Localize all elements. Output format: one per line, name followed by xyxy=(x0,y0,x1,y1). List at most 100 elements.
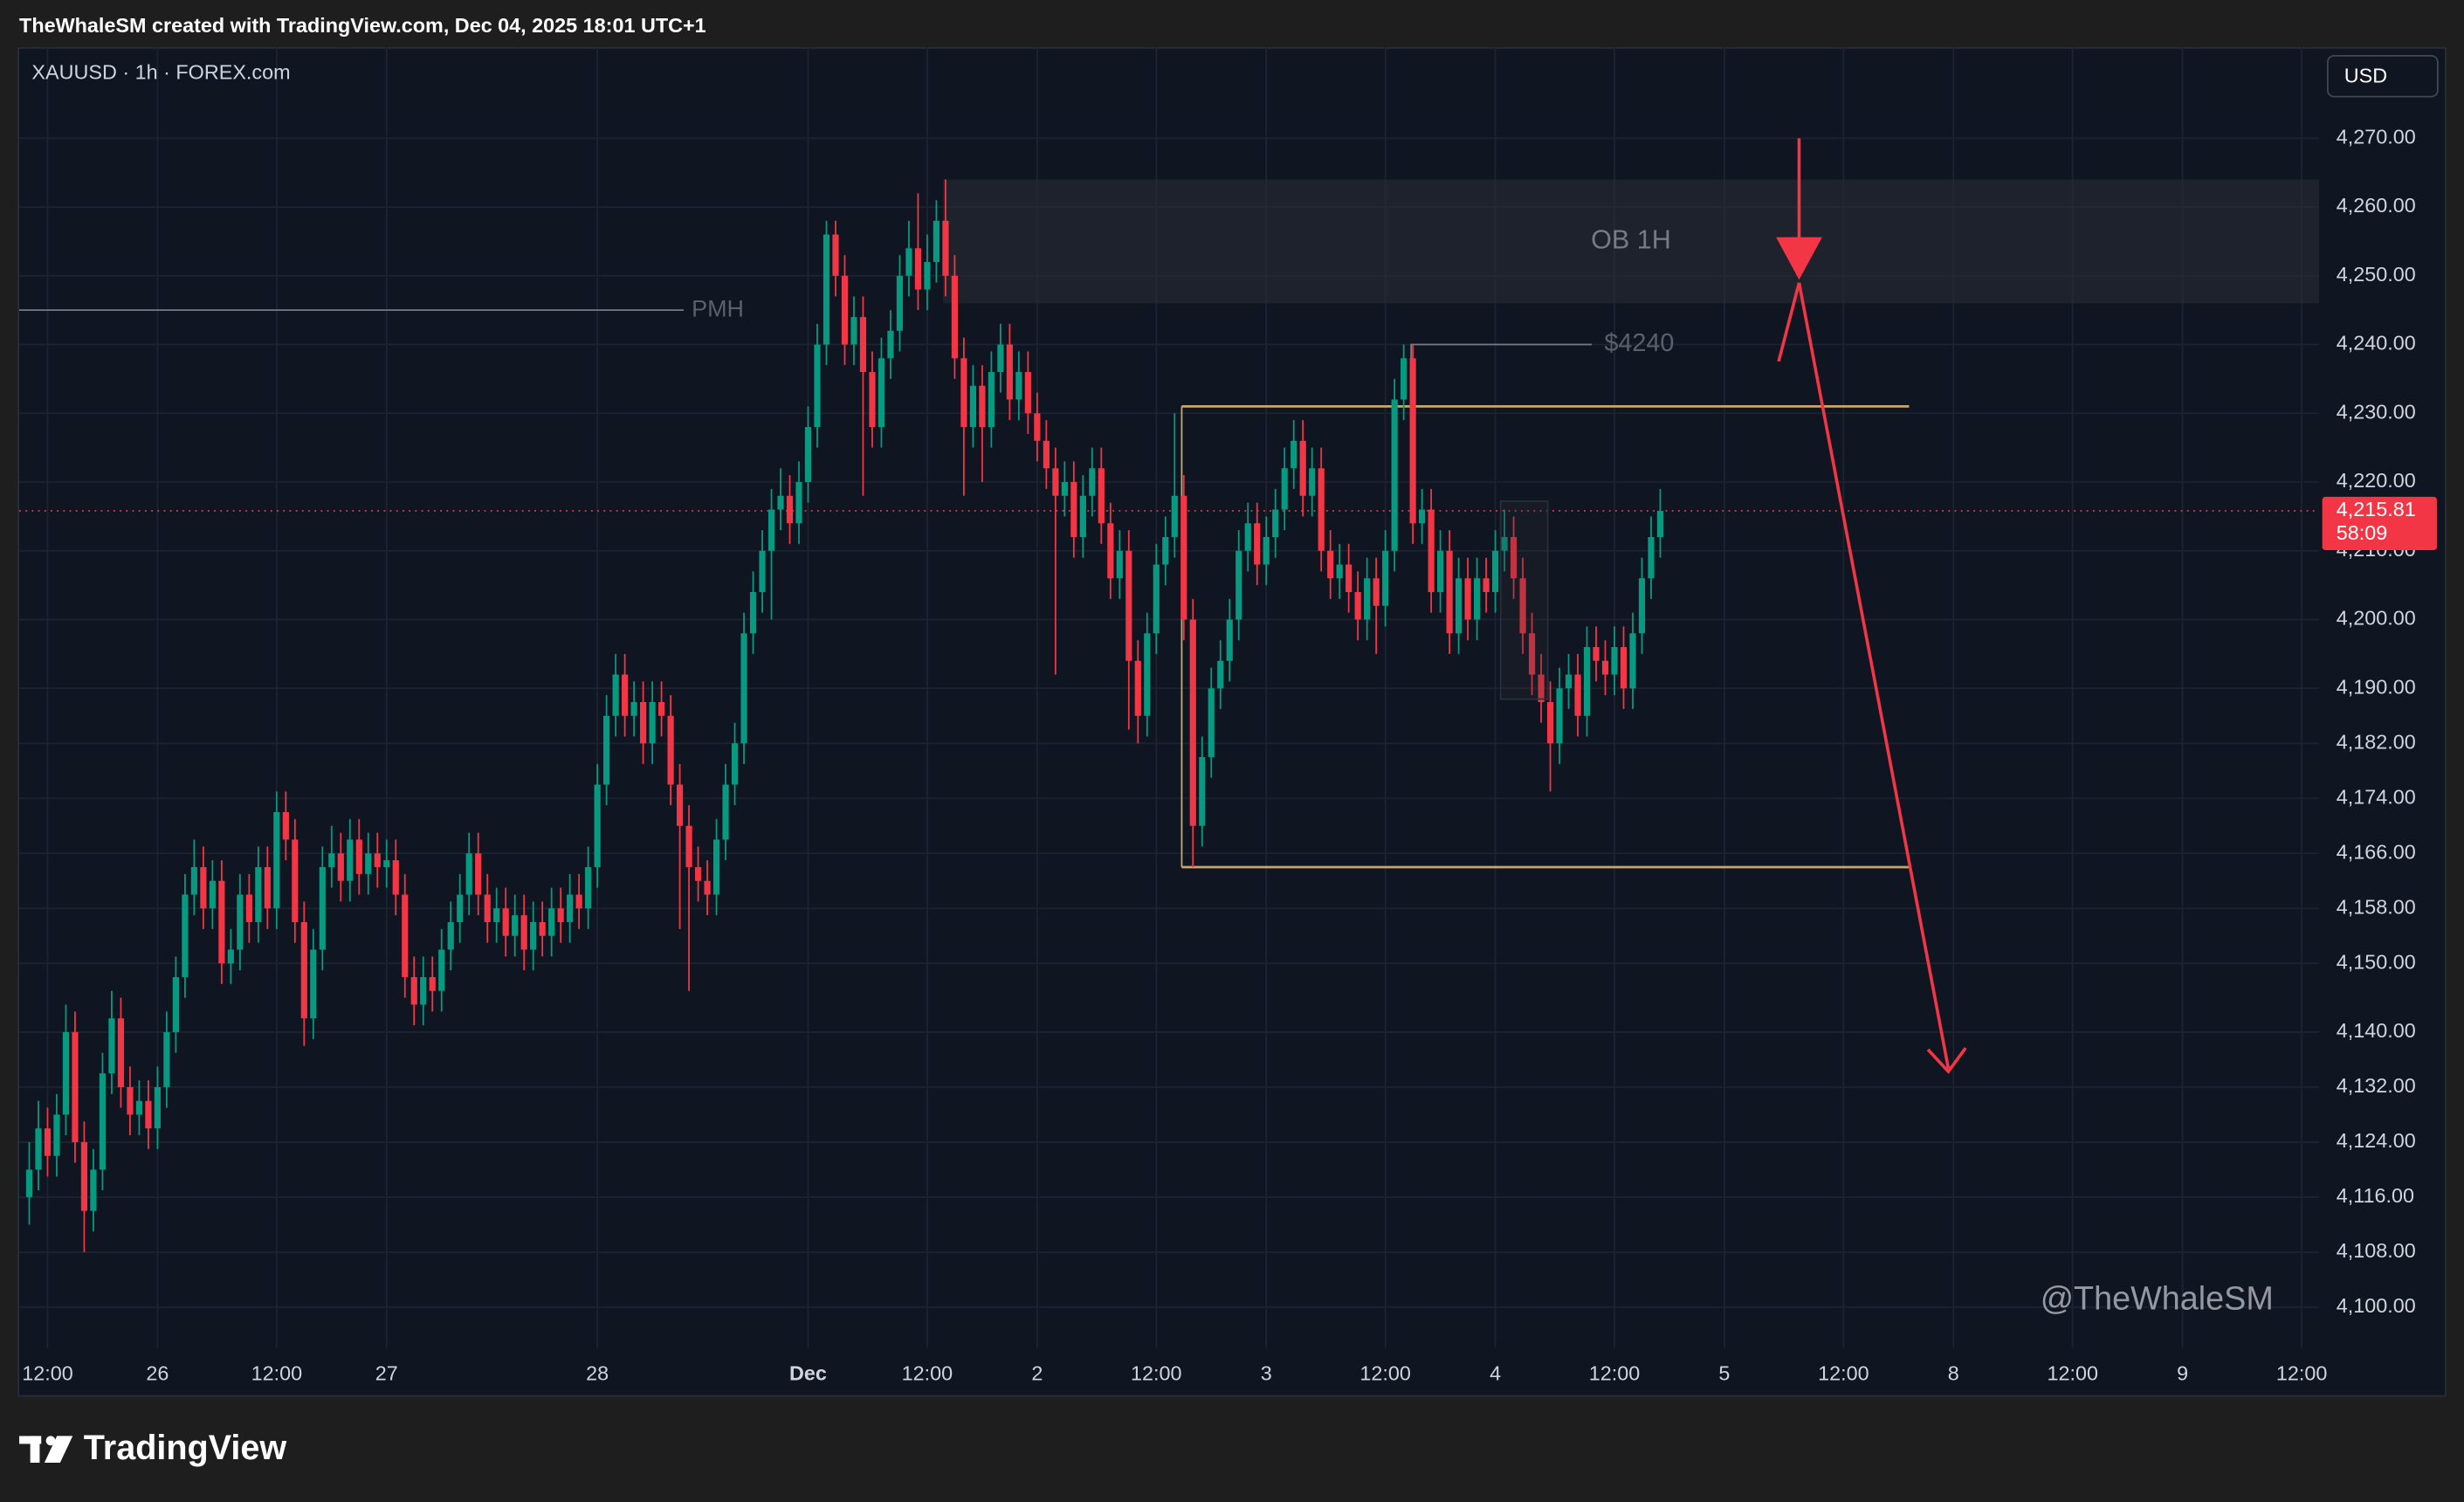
header-text: TheWhaleSM created with TradingView.com,… xyxy=(19,14,706,37)
candle-body xyxy=(1299,440,1306,496)
candle-body xyxy=(804,427,812,483)
y-tick-label: 4,260.00 xyxy=(2337,194,2416,217)
candle-body xyxy=(814,344,821,428)
annotations xyxy=(19,179,2320,869)
candle-body xyxy=(887,330,894,359)
x-tick-label: 12:00 xyxy=(1589,1361,1640,1384)
currency-button[interactable] xyxy=(2327,54,2439,98)
candle-body xyxy=(759,550,766,592)
x-tick-label: 9 xyxy=(2177,1361,2188,1384)
candle-body xyxy=(190,866,197,895)
candle-body xyxy=(1052,468,1059,496)
candle-body xyxy=(1263,537,1270,565)
candle-body xyxy=(1510,537,1518,579)
candle-body xyxy=(1107,523,1114,579)
candle-body xyxy=(1546,701,1554,744)
candle-body xyxy=(1098,468,1105,524)
candle-body xyxy=(292,839,299,922)
candle-body xyxy=(310,949,317,1019)
candle-body xyxy=(942,220,949,276)
candle-body xyxy=(1620,646,1628,689)
x-tick-label: 12:00 xyxy=(251,1361,303,1384)
candle-body xyxy=(749,591,757,634)
candle-body xyxy=(1134,660,1141,716)
candle-body xyxy=(960,358,967,428)
candle-body xyxy=(685,825,692,867)
candle-body xyxy=(777,495,784,510)
candle-body xyxy=(273,811,280,909)
candle-body xyxy=(767,509,775,551)
level-line xyxy=(1410,343,1593,365)
candle-body xyxy=(676,784,684,826)
candle-body xyxy=(896,275,904,331)
candle-body xyxy=(1629,633,1636,689)
candle-body xyxy=(264,866,271,909)
candle-body xyxy=(1318,468,1325,551)
candle-body xyxy=(1180,495,1187,620)
y-tick-label: 4,174.00 xyxy=(2337,785,2416,808)
candle-body xyxy=(1601,660,1609,675)
candle-body xyxy=(630,701,637,716)
x-tick-label: 12:00 xyxy=(2276,1361,2328,1384)
candle-body xyxy=(35,1128,42,1170)
candles xyxy=(25,179,1664,1252)
candle-body xyxy=(80,1141,88,1211)
x-tick-label: 12:00 xyxy=(1131,1361,1182,1384)
x-tick-label: 12:00 xyxy=(2047,1361,2098,1384)
candle-body xyxy=(539,921,546,936)
candle-body xyxy=(1208,688,1215,757)
candle-body xyxy=(512,915,519,936)
down-arrow-head xyxy=(1776,237,1822,280)
candle-body xyxy=(365,853,372,874)
candle-body xyxy=(1217,660,1224,689)
candle-body xyxy=(869,372,876,428)
candle-body xyxy=(704,880,711,895)
candle-body xyxy=(951,275,959,359)
candle-body xyxy=(209,880,216,909)
candle-body xyxy=(484,894,491,922)
candle-body xyxy=(969,385,977,428)
candle-body xyxy=(328,853,335,867)
candle-body xyxy=(1446,550,1453,634)
candle-body xyxy=(337,853,344,881)
x-tick-label: 12:00 xyxy=(1818,1361,1869,1384)
candle-body xyxy=(1382,550,1389,606)
candle-body xyxy=(1464,578,1471,620)
candle-body xyxy=(640,701,647,744)
candle-body xyxy=(1281,468,1288,510)
candle-body xyxy=(99,1073,107,1170)
y-tick-label: 4,132.00 xyxy=(2337,1074,2416,1097)
y-tick-label: 4,140.00 xyxy=(2337,1019,2416,1042)
y-tick-label: 4,158.00 xyxy=(2337,895,2416,918)
x-tick-label: 12:00 xyxy=(22,1361,73,1384)
candle-body xyxy=(1483,578,1490,592)
candle-body xyxy=(410,976,417,1005)
candle-body xyxy=(1409,358,1416,524)
candle-body xyxy=(1116,550,1123,579)
y-tick-label: 4,166.00 xyxy=(2337,840,2416,863)
y-tick-label: 4,100.00 xyxy=(2337,1294,2416,1317)
candle-body xyxy=(740,633,747,744)
candle-body xyxy=(1519,578,1526,634)
candle-body xyxy=(218,880,225,964)
x-tick-label: 12:00 xyxy=(902,1361,953,1384)
last-price-label: 4,215.81 xyxy=(2337,498,2416,520)
candle-body xyxy=(1528,633,1536,675)
y-tick-label: 4,150.00 xyxy=(2337,950,2416,973)
y-tick-label: 4,190.00 xyxy=(2337,675,2416,698)
y-tick-label: 4,182.00 xyxy=(2337,730,2416,753)
candle-body xyxy=(1125,550,1132,661)
candle-body xyxy=(530,921,537,950)
candle-body xyxy=(905,248,912,276)
ob-zone-label: OB 1H xyxy=(1591,224,1671,254)
candle-body xyxy=(135,1100,143,1115)
candle-body xyxy=(200,866,207,909)
candle-body xyxy=(420,976,427,1005)
x-tick-label: 8 xyxy=(1948,1361,1959,1384)
currency[interactable]: USD xyxy=(2344,64,2387,86)
candle-body xyxy=(438,949,445,991)
axes: 4,270.00 4,260.00 4,250.00 4,240.00 4,230.00… xyxy=(22,125,2437,1384)
candle-body xyxy=(1638,578,1646,634)
x-tick-label: 28 xyxy=(586,1361,609,1384)
